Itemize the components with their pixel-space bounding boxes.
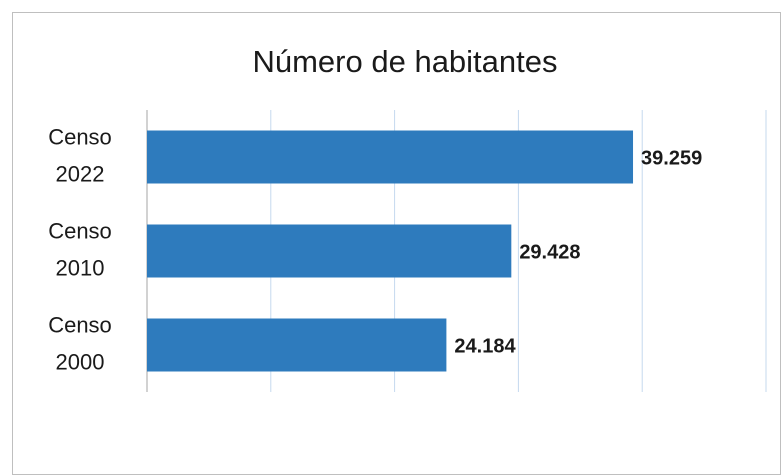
data-label: 24.184 (454, 335, 516, 357)
data-label: 29.428 (519, 241, 580, 263)
data-label: 39.259 (641, 147, 702, 169)
bar (147, 130, 634, 184)
chart-title: Número de habitantes (252, 44, 557, 79)
bar (147, 318, 447, 372)
y-tick-label: Censo 2010 (48, 218, 112, 280)
y-tick-label: Censo 2022 (48, 124, 112, 186)
bar (147, 224, 512, 278)
y-tick-label: Censo 2000 (48, 312, 112, 374)
